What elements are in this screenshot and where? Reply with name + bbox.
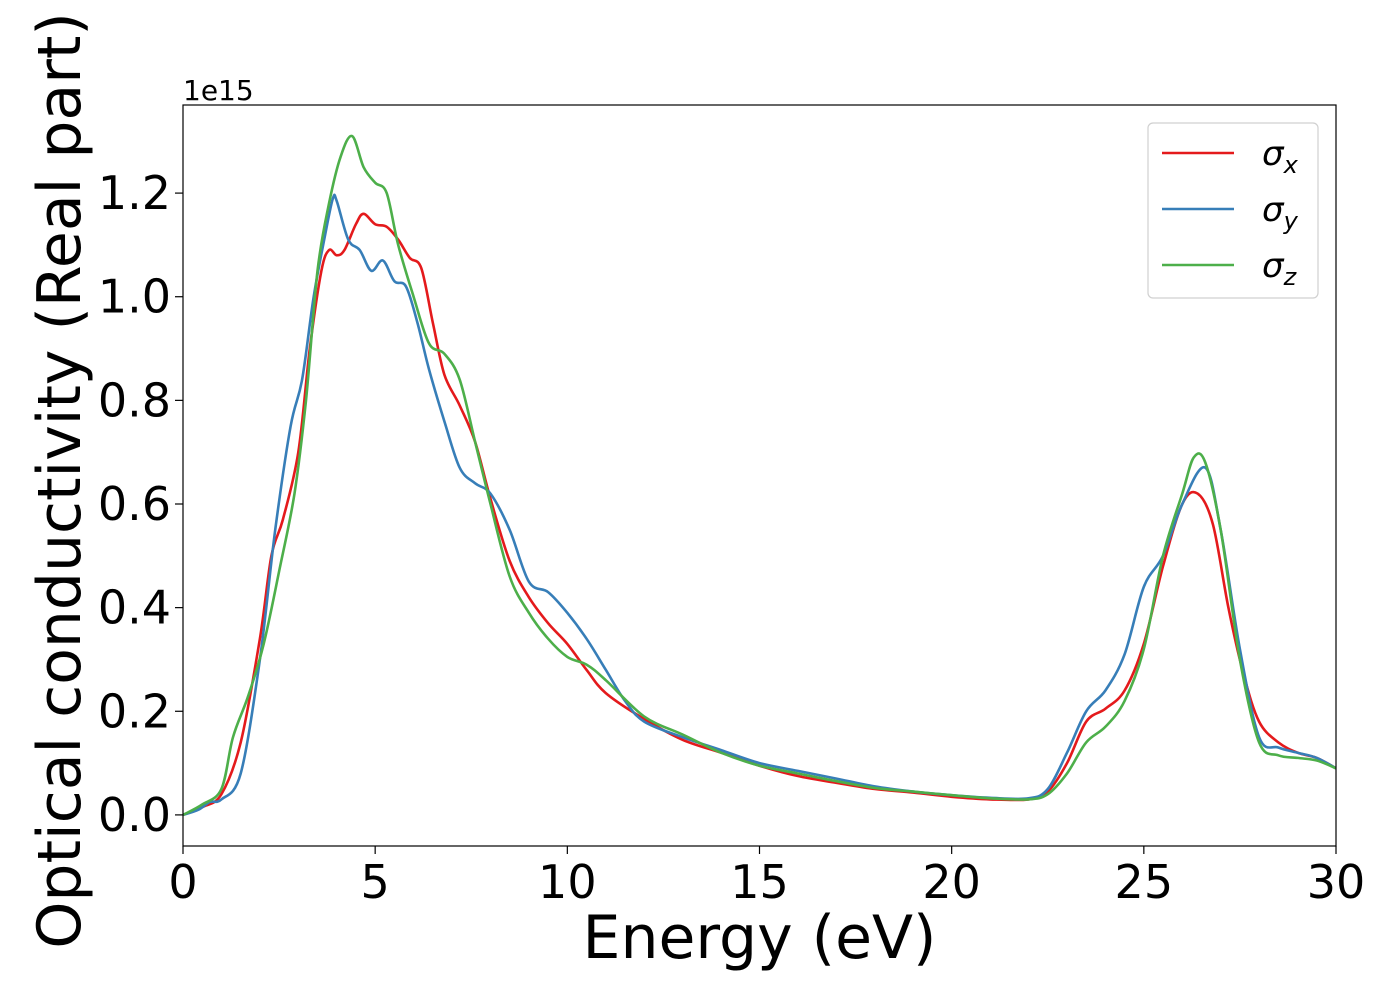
- y-tick-label: 0.8: [98, 373, 171, 427]
- y-offset-label: 1e15: [183, 74, 254, 107]
- legend-frame: [1147, 122, 1319, 299]
- legend-symbol: σ: [1262, 190, 1285, 230]
- x-tick-label: 20: [922, 855, 981, 909]
- x-axis-title: Energy (eV): [583, 903, 937, 973]
- x-tick-label: 10: [538, 855, 597, 909]
- y-tick-label: 1.0: [98, 270, 171, 324]
- legend-subscript: z: [1283, 263, 1298, 291]
- series-layer: [183, 134, 1336, 817]
- legend-symbol: σ: [1262, 246, 1285, 286]
- series-line-sigma-z: [183, 134, 1336, 817]
- y-tick-label: 0.2: [98, 684, 171, 738]
- x-tick-label: 15: [730, 855, 789, 909]
- legend-subscript: x: [1283, 151, 1299, 179]
- legend-symbol: σ: [1262, 134, 1285, 174]
- legend-entry-sigma-z: σz: [1262, 246, 1298, 291]
- legend-entry-sigma-x: σx: [1262, 134, 1299, 179]
- series-line-sigma-y: [183, 193, 1336, 817]
- y-axis-ticks: 0.0 0.2 0.4 0.6 0.8 1.0 1.2: [98, 166, 183, 842]
- y-tick-label: 0.6: [98, 477, 171, 531]
- legend-subscript: y: [1283, 207, 1299, 235]
- x-tick-label: 0: [168, 855, 197, 909]
- y-tick-label: 0.0: [98, 788, 171, 842]
- y-axis-title: Optical conductivity (Real part): [25, 12, 95, 949]
- y-tick-label: 0.4: [98, 581, 171, 635]
- x-axis-ticks: 0 5 10 15 20 25 30: [168, 846, 1365, 909]
- y-tick-label: 1.2: [98, 166, 171, 220]
- legend-entry-sigma-y: σy: [1262, 190, 1299, 235]
- x-tick-label: 25: [1115, 855, 1174, 909]
- x-tick-label: 5: [361, 855, 390, 909]
- x-tick-label: 30: [1307, 855, 1366, 909]
